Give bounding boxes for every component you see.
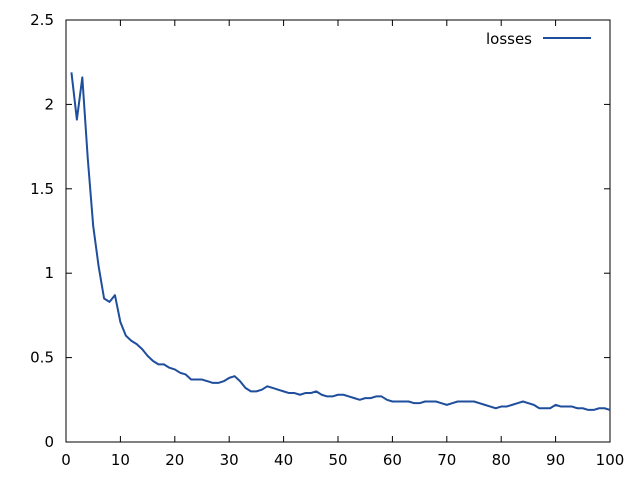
x-tick-label: 50 [328,451,347,469]
x-tick-label: 20 [165,451,184,469]
legend-label-losses: losses [486,30,532,48]
x-tick-label: 80 [492,451,511,469]
x-tick-label: 30 [220,451,239,469]
y-tick-label: 2 [44,95,54,113]
y-tick-label: 2.5 [30,11,54,29]
legend: losses [486,30,591,48]
y-tick-label: 0.5 [30,349,54,367]
y-tick-label: 1.5 [30,180,54,198]
x-tick-label: 90 [546,451,565,469]
y-tick-label: 0 [44,433,54,451]
y-axis-ticks: 0 0.5 1 1.5 2 2.5 [30,11,610,451]
x-tick-label: 70 [437,451,456,469]
series-line-losses [70,72,611,411]
x-tick-label: 60 [383,451,402,469]
x-tick-label: 100 [596,451,625,469]
x-tick-label: 40 [274,451,293,469]
y-tick-label: 1 [44,264,54,282]
x-tick-label: 0 [61,451,71,469]
x-tick-label: 10 [111,451,130,469]
x-axis-ticks: 0 10 20 30 40 50 60 70 80 90 100 [61,20,624,469]
series-lines [70,72,611,411]
plot-frame [65,19,611,443]
